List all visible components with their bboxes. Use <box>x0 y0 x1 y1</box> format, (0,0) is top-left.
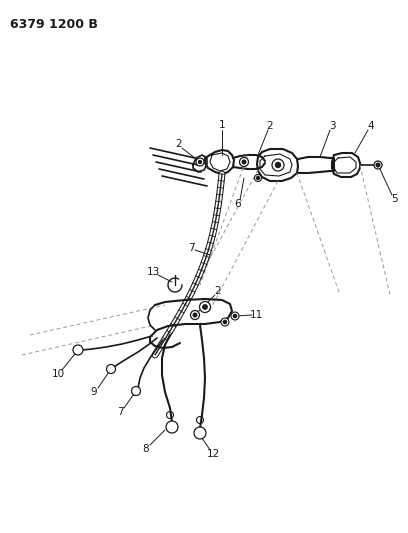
Circle shape <box>239 157 248 166</box>
Text: 9: 9 <box>91 387 98 397</box>
Circle shape <box>106 365 115 374</box>
Circle shape <box>196 158 204 166</box>
Circle shape <box>200 302 211 312</box>
Circle shape <box>73 345 83 355</box>
Circle shape <box>191 311 200 319</box>
Text: 6379 1200 B: 6379 1200 B <box>10 18 98 31</box>
Text: 1: 1 <box>219 120 225 130</box>
Text: 7: 7 <box>188 243 194 253</box>
Circle shape <box>131 386 140 395</box>
Circle shape <box>203 305 207 309</box>
Text: 4: 4 <box>368 121 374 131</box>
Circle shape <box>255 174 262 182</box>
Circle shape <box>224 320 226 324</box>
Circle shape <box>221 318 229 326</box>
Circle shape <box>242 160 246 164</box>
Text: 2: 2 <box>215 286 221 296</box>
Text: 13: 13 <box>146 267 160 277</box>
Text: 6: 6 <box>235 199 241 209</box>
Circle shape <box>199 160 202 164</box>
Circle shape <box>257 176 259 180</box>
Circle shape <box>374 161 382 169</box>
Circle shape <box>194 427 206 439</box>
Circle shape <box>166 421 178 433</box>
Text: 2: 2 <box>176 139 182 149</box>
Circle shape <box>275 163 281 167</box>
Circle shape <box>272 159 284 171</box>
Circle shape <box>376 163 380 167</box>
Circle shape <box>233 314 237 318</box>
Circle shape <box>193 313 197 317</box>
Text: 12: 12 <box>206 449 220 459</box>
Text: 3: 3 <box>329 121 335 131</box>
Text: 11: 11 <box>249 310 263 320</box>
Text: 8: 8 <box>143 444 149 454</box>
Text: 7: 7 <box>117 407 123 417</box>
Circle shape <box>231 312 239 320</box>
Text: 2: 2 <box>267 121 273 131</box>
Text: 5: 5 <box>391 194 397 204</box>
Text: 10: 10 <box>51 369 64 379</box>
